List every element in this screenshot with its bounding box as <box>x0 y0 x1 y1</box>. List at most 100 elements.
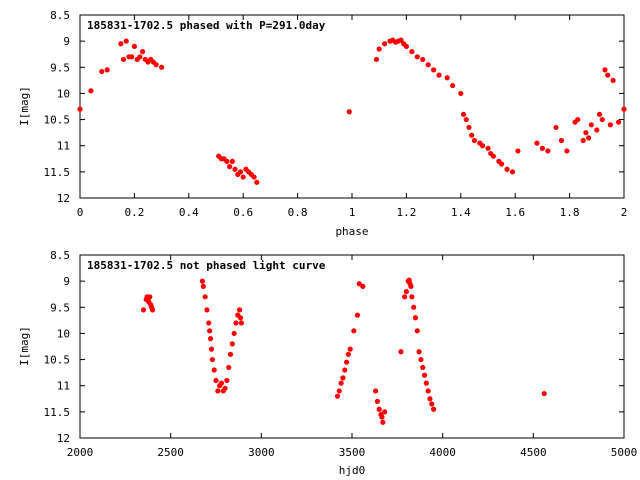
unphased-plot-data-point <box>147 294 153 300</box>
unphased-plot-data-point <box>541 390 547 397</box>
phased-plot-data-point <box>466 124 472 131</box>
phased-plot-data-point <box>471 137 477 144</box>
phased-plot-data-point <box>621 106 627 112</box>
phased-plot-data-point <box>615 119 622 125</box>
phased-plot-data-point <box>237 169 244 175</box>
unphased-plot-data-point <box>340 375 346 381</box>
unphased-plot-data-point <box>224 377 230 384</box>
phased-plot-data-point <box>607 122 614 128</box>
phased-plot-data-point <box>436 72 442 78</box>
unphased-plot-data-point <box>231 330 237 337</box>
phased-plot-xtick-label: 0.4 <box>179 206 199 219</box>
unphased-plot-ytick-label: 10.5 <box>44 354 71 367</box>
unphased-plot-data-point <box>206 320 212 326</box>
phased-plot-data-point <box>118 41 124 47</box>
unphased-plot-data-point <box>416 349 422 355</box>
unphased-plot-data-point <box>379 414 385 420</box>
phased-plot-data-point <box>490 153 497 159</box>
unphased-plot-data-point <box>202 294 208 300</box>
unphased-plot-data-point <box>380 419 386 425</box>
phased-plot-data-point <box>137 54 143 60</box>
unphased-plot-data-point <box>423 380 429 386</box>
unphased-plot-data-point <box>236 307 243 313</box>
unphased-plot-ytick-label: 11 <box>57 380 70 393</box>
unphased-plot-data-point <box>227 351 234 357</box>
phased-plot-xtick-label: 1.2 <box>396 206 416 219</box>
phased-plot-data-point <box>509 169 516 175</box>
unphased-plot-data-point <box>222 385 228 391</box>
unphased-plot-data-point <box>233 320 239 326</box>
phased-plot-data-point <box>586 135 592 141</box>
unphased-plot-data-point <box>211 367 217 373</box>
phased-plot-xtick-label: 2 <box>621 206 628 219</box>
phased-plot-data-point <box>123 38 129 44</box>
phased-plot-data-point <box>409 49 415 55</box>
phased-plot-data-point <box>558 137 565 144</box>
phased-plot-data-point <box>444 75 450 81</box>
phased-plot-data-point <box>479 143 486 149</box>
phased-plot-data-point <box>460 111 467 117</box>
phased-plot-data-point <box>240 174 246 180</box>
phased-plot-data-point <box>469 132 475 138</box>
unphased-plot-data-point <box>420 364 426 371</box>
phased-plot-data-point <box>553 124 559 131</box>
unphased-plot-data-point <box>421 372 428 378</box>
phased-plot-data-point <box>403 43 409 49</box>
phased-plot-ylabel: I[mag] <box>18 86 31 126</box>
phased-plot-data-point <box>425 62 431 68</box>
unphased-plot-data-point <box>403 289 409 295</box>
unphased-plot-data-point <box>149 307 156 313</box>
unphased-plot-data-point <box>343 359 350 365</box>
phased-plot-data-point <box>463 116 469 123</box>
phased-plot-data-point <box>431 67 437 73</box>
unphased-plot-data-point <box>229 341 235 347</box>
unphased-plot-y-axis: 8.5 9 9.5 10 10.5 11 11.5 12 <box>44 249 624 445</box>
phased-plot-data-point <box>376 46 382 52</box>
phased-plot-data-point <box>450 82 456 89</box>
unphased-plot-data-point <box>360 283 366 289</box>
phased-plot-data-point <box>131 43 137 49</box>
unphased-plot-data-point <box>213 377 219 384</box>
phased-plot-y-axis: 8.5 9 9.5 10 10.5 11 11.5 12 <box>44 9 624 205</box>
unphased-plot-data-point <box>418 356 424 363</box>
phased-plot-ytick-label: 11 <box>57 140 70 153</box>
unphased-plot-data-point <box>209 356 215 363</box>
phased-plot-data-point <box>575 116 581 123</box>
phased-plot-ytick-label: 10.5 <box>44 114 71 127</box>
unphased-plot-data-point <box>374 398 380 404</box>
phased-plot-xtick-label: 0.2 <box>124 206 144 219</box>
phased-plot-data-point <box>398 37 404 43</box>
unphased-plot-ylabel: I[mag] <box>18 326 31 366</box>
unphased-plot-data-point <box>425 388 431 394</box>
phased-plot-ytick-label: 10 <box>57 87 70 100</box>
unphased-plot-ytick-label: 9.5 <box>50 301 70 314</box>
unphased-plot-data-point <box>200 283 206 289</box>
phased-plot-data-point <box>120 56 127 63</box>
unphased-plot-ytick-label: 10 <box>57 327 70 340</box>
unphased-light-curve-plot: 185831-1702.5 not phased light curve hjd… <box>18 249 637 477</box>
unphased-plot-data-point <box>140 307 147 313</box>
unphased-plot-data-point <box>334 393 341 399</box>
unphased-plot-ytick-label: 11.5 <box>44 406 71 419</box>
unphased-plot-data-point <box>207 328 213 334</box>
phased-plot-data-point <box>159 64 165 70</box>
unphased-plot-data-point <box>238 320 244 326</box>
phased-plot-data-point <box>251 174 257 180</box>
unphased-plot-points <box>140 277 547 425</box>
unphased-plot-data-point <box>356 281 362 287</box>
unphased-plot-data-point <box>401 294 408 300</box>
phased-plot-xlabel: phase <box>335 225 368 238</box>
phased-plot-xtick-label: 0.6 <box>233 206 253 219</box>
unphased-plot-ytick-label: 8.5 <box>50 249 70 262</box>
phased-plot-data-point <box>605 72 611 78</box>
unphased-plot-xtick-label: 2500 <box>157 446 184 459</box>
phased-plot-data-point <box>504 166 510 172</box>
phased-plot-xtick-label: 0 <box>77 206 84 219</box>
phased-plot-data-point <box>153 62 159 68</box>
unphased-plot-data-point <box>199 278 205 284</box>
unphased-plot-data-point <box>429 401 435 407</box>
unphased-plot-data-point <box>411 304 417 310</box>
phased-plot-data-point <box>129 54 135 60</box>
phased-plot-ytick-label: 11.5 <box>44 166 71 179</box>
